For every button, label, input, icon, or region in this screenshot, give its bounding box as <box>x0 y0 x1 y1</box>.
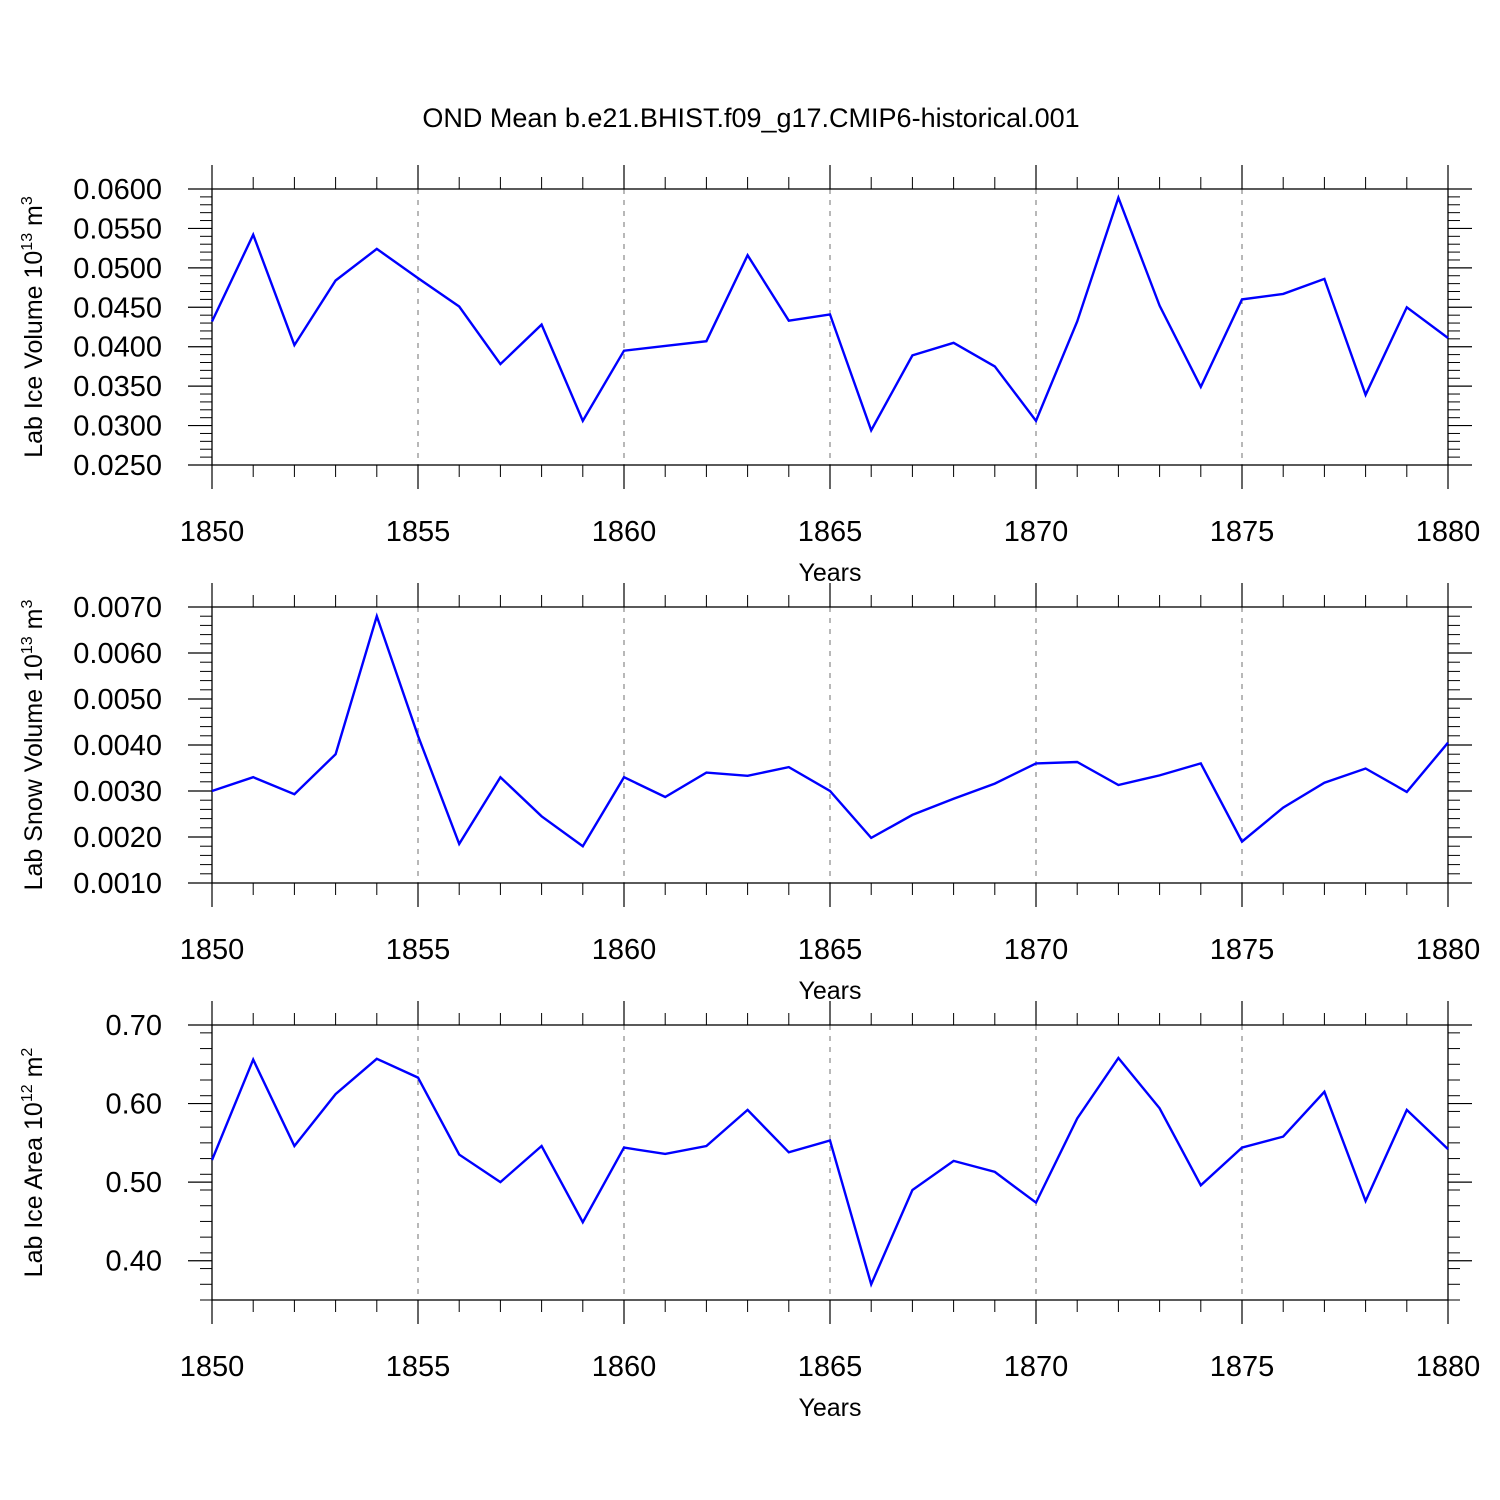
y-tick-label: 0.70 <box>106 1010 162 1042</box>
plot-frame <box>211 1024 1449 1301</box>
x-tick-label: 1865 <box>798 1351 863 1383</box>
y-tick-label: 0.0550 <box>73 213 162 245</box>
series-line <box>210 1055 1449 1288</box>
y-axis-label-unit-exponent: 2 <box>19 1048 36 1057</box>
x-tick-label: 1855 <box>386 934 451 966</box>
x-tick-label: 1855 <box>386 1351 451 1383</box>
y-axis-label-unit-exponent: 3 <box>19 600 36 609</box>
y-axis-label-text: Lab Ice Area 10 <box>20 1102 48 1277</box>
y-axis-label: Lab Ice Area 1012 m2 <box>19 1048 48 1278</box>
y-tick-label: 0.0020 <box>73 822 162 854</box>
y-axis-label: Lab Ice Volume 1013 m3 <box>19 196 48 458</box>
y-tick-label: 0.0070 <box>73 592 162 624</box>
chart-panel-2: 1850 1855 1860 1865 1870 1875 1880 0.0070 0.0060… <box>19 583 1480 1005</box>
x-axis-label: Years <box>798 559 861 587</box>
y-axis-label-text: Lab Snow Volume 10 <box>20 654 48 890</box>
y-tick-label: 0.0010 <box>73 868 162 900</box>
plot-frame <box>211 188 1449 466</box>
y-axis-label-text: Lab Ice Volume 10 <box>20 251 48 458</box>
x-axis-label: Years <box>798 1394 861 1422</box>
x-tick-label: 1870 <box>1004 1351 1069 1383</box>
y-axis-label-exponent: 12 <box>19 1084 36 1102</box>
y-tick-label: 0.60 <box>106 1089 162 1121</box>
x-tick-label: 1850 <box>180 1351 245 1383</box>
x-tick-label: 1875 <box>1210 934 1275 966</box>
x-tick-label: 1850 <box>180 934 245 966</box>
y-tick-label: 0.0600 <box>73 174 162 206</box>
x-tick-label: 1875 <box>1210 516 1275 548</box>
y-axis-label-unit-exponent: 3 <box>19 196 36 205</box>
x-tick-label: 1875 <box>1210 1351 1275 1383</box>
x-tick-label: 1880 <box>1416 934 1481 966</box>
y-axis-label-exponent: 13 <box>19 233 36 251</box>
y-tick-label: 0.0500 <box>73 253 162 285</box>
y-axis-label-unit: m <box>20 609 48 637</box>
series-line <box>210 194 1449 434</box>
x-tick-label: 1880 <box>1416 516 1481 548</box>
chart-panel-1: 1850 1855 1860 1865 1870 1875 1880 0.0600 0.0550… <box>19 165 1480 587</box>
y-tick-label: 0.0400 <box>73 332 162 364</box>
figure-title: OND Mean b.e21.BHIST.f09_g17.CMIP6-histo… <box>422 103 1079 133</box>
panels: 1850 1855 1860 1865 1870 1875 1880 0.0600 0.0550… <box>19 165 1480 1422</box>
y-tick-label: 0.0030 <box>73 776 162 808</box>
series-line <box>211 612 1449 848</box>
y-tick-label: 0.0450 <box>73 292 162 324</box>
x-tick-label: 1870 <box>1004 516 1069 548</box>
x-tick-label: 1860 <box>592 516 657 548</box>
y-axis-label-unit: m <box>20 205 48 233</box>
y-tick-label: 0.50 <box>106 1167 162 1199</box>
x-tick-label: 1865 <box>798 516 863 548</box>
x-tick-label: 1880 <box>1416 1351 1481 1383</box>
x-tick-label: 1860 <box>592 934 657 966</box>
x-tick-label: 1865 <box>798 934 863 966</box>
chart-panel-3: 1850 1855 1860 1865 1870 1875 1880 0.70 0.60 0.50… <box>19 1001 1480 1422</box>
x-tick-label: 1860 <box>592 1351 657 1383</box>
y-tick-label: 0.40 <box>106 1246 162 1278</box>
x-tick-label: 1850 <box>180 516 245 548</box>
y-axis-label-unit: m <box>20 1057 48 1085</box>
y-tick-label: 0.0060 <box>73 638 162 670</box>
x-axis-label: Years <box>798 977 861 1005</box>
x-tick-label: 1855 <box>386 516 451 548</box>
plot-frame <box>211 606 1449 884</box>
y-tick-label: 0.0250 <box>73 450 162 482</box>
y-tick-label: 0.0350 <box>73 371 162 403</box>
x-tick-label: 1870 <box>1004 934 1069 966</box>
y-tick-label: 0.0300 <box>73 411 162 443</box>
y-axis-label: Lab Snow Volume 1013 m3 <box>19 600 48 891</box>
y-axis-label-exponent: 13 <box>19 636 36 654</box>
y-tick-label: 0.0050 <box>73 684 162 716</box>
y-tick-label: 0.0040 <box>73 730 162 762</box>
